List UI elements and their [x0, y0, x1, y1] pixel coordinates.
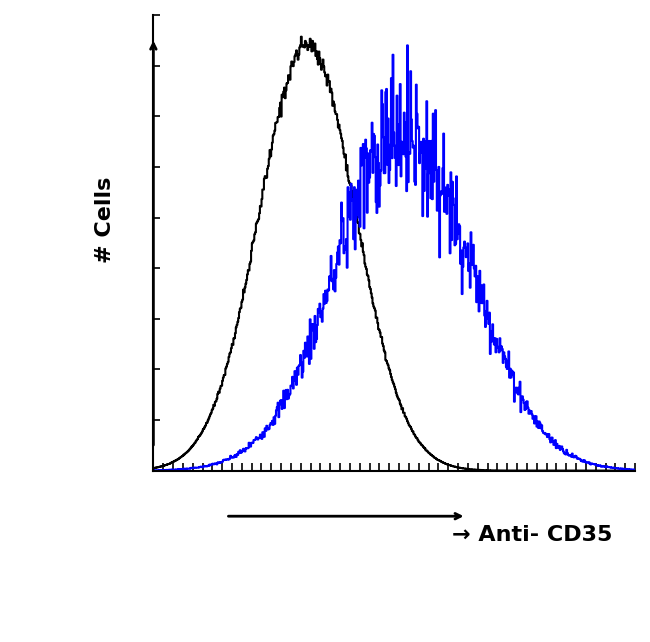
Text: # Cells: # Cells: [95, 177, 115, 263]
Text: → Anti- CD35: → Anti- CD35: [452, 525, 612, 545]
